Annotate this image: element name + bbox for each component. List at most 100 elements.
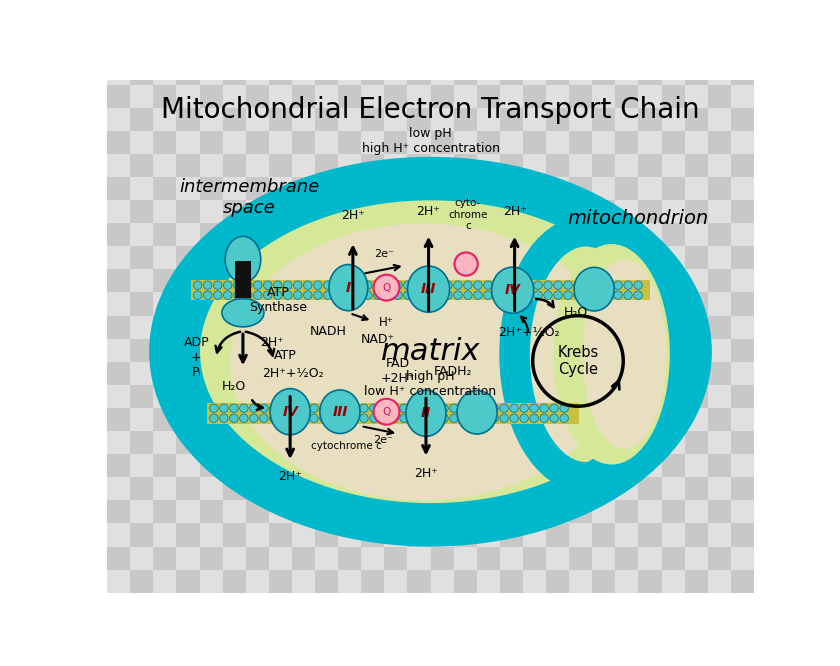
Bar [246,362,269,385]
Bar [685,362,708,385]
Bar [269,85,292,108]
Bar [754,547,777,569]
Bar [592,85,616,108]
Text: 2H⁺+½O₂: 2H⁺+½O₂ [262,367,323,380]
Bar [407,246,431,269]
Circle shape [260,414,268,422]
Bar [269,61,292,85]
Bar [200,200,223,223]
Bar [108,85,130,108]
Bar [269,385,292,408]
Circle shape [410,404,418,412]
Ellipse shape [230,224,618,500]
Bar [130,131,154,154]
Circle shape [254,291,262,300]
Bar [708,478,731,500]
Bar [339,246,361,269]
Circle shape [474,291,482,300]
Bar [500,131,522,154]
Bar [176,569,200,593]
Circle shape [533,291,543,300]
Bar [200,61,223,85]
Bar [269,478,292,500]
Circle shape [303,291,312,300]
Bar [154,200,176,223]
Circle shape [349,414,358,422]
Bar [339,500,361,523]
Bar [130,385,154,408]
Bar [638,200,662,223]
Circle shape [490,404,498,412]
Bar [200,154,223,177]
Bar [385,523,407,547]
Bar [108,292,130,316]
Circle shape [400,414,408,422]
Bar [546,385,570,408]
Bar [708,385,731,408]
Bar [546,569,570,593]
Bar [176,108,200,131]
Bar [523,431,546,454]
Ellipse shape [329,264,368,310]
Bar [592,362,616,385]
Bar [200,246,223,269]
Bar [685,269,708,292]
Circle shape [614,281,622,290]
Circle shape [433,291,442,300]
Bar [246,316,269,338]
Circle shape [574,281,582,290]
Bar [500,200,522,223]
Bar [292,362,315,385]
Bar [431,177,454,200]
Circle shape [323,291,332,300]
Bar [685,338,708,362]
Bar [454,523,477,547]
Bar [615,177,638,200]
Bar [339,569,361,593]
Bar [708,246,731,269]
Bar [754,454,777,478]
Bar [638,500,662,523]
Text: III: III [333,405,348,419]
Bar [454,108,477,131]
Bar [223,177,246,200]
Bar [454,85,477,108]
Bar [223,85,246,108]
Bar [638,523,662,547]
Bar [638,292,662,316]
Bar [570,108,592,131]
Bar [223,362,246,385]
Circle shape [264,291,272,300]
Bar [662,131,685,154]
Text: 2H⁺+½O₂: 2H⁺+½O₂ [498,326,559,339]
Bar [246,385,269,408]
Bar [662,362,685,385]
Bar [523,200,546,223]
Bar [200,454,223,478]
Bar [708,523,731,547]
Bar [454,131,477,154]
Bar [246,108,269,131]
Bar [385,223,407,246]
Bar [546,500,570,523]
Bar [200,269,223,292]
Bar [108,547,130,569]
Text: Krebs
Cycle: Krebs Cycle [558,345,599,377]
Bar [361,316,385,338]
Bar [200,547,223,569]
Bar [685,61,708,85]
Bar [385,338,407,362]
Bar [754,500,777,523]
Bar [385,108,407,131]
Circle shape [514,291,522,300]
Bar [500,431,522,454]
Bar [176,85,200,108]
Circle shape [634,291,643,300]
Bar [130,500,154,523]
Bar [685,408,708,431]
Bar [315,316,339,338]
Bar [154,338,176,362]
Bar [685,385,708,408]
Circle shape [550,414,559,422]
Bar [130,223,154,246]
